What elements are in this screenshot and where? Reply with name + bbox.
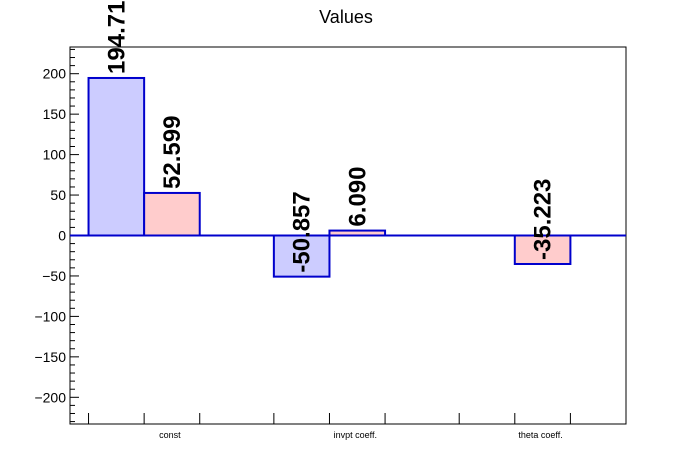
data-label: -35.223 xyxy=(530,179,557,260)
y-tick-label: 0 xyxy=(58,228,66,244)
data-labels: 194.71 -50.857 52.599 6.090 -35.223 xyxy=(103,1,556,273)
data-label: 6.090 xyxy=(344,167,371,227)
y-tick-label: 100 xyxy=(43,147,67,163)
y-axis: −200 −150 −100 −50 0 50 100 150 200 xyxy=(34,48,79,423)
x-axis: const invpt coeff. theta coeff. xyxy=(88,413,571,440)
y-tick-label: −150 xyxy=(34,349,66,365)
data-label: -50.857 xyxy=(289,191,316,272)
y-tick-label: −200 xyxy=(34,389,66,405)
x-category-label: theta coeff. xyxy=(518,430,562,440)
bar xyxy=(143,191,201,237)
y-tick-label: 150 xyxy=(43,106,67,122)
data-label: 194.71 xyxy=(103,1,130,74)
y-tick-label: 50 xyxy=(50,187,66,203)
data-label: 52.599 xyxy=(159,116,186,189)
y-tick-label: 200 xyxy=(43,66,67,82)
bar xyxy=(87,76,146,237)
y-tick-label: −100 xyxy=(34,308,66,324)
y-tick-label: −50 xyxy=(42,268,66,284)
x-category-label: invpt coeff. xyxy=(334,430,377,440)
bars xyxy=(70,76,626,278)
chart-title: Values xyxy=(319,7,373,27)
bar xyxy=(513,234,572,265)
x-category-label: const xyxy=(159,430,181,440)
